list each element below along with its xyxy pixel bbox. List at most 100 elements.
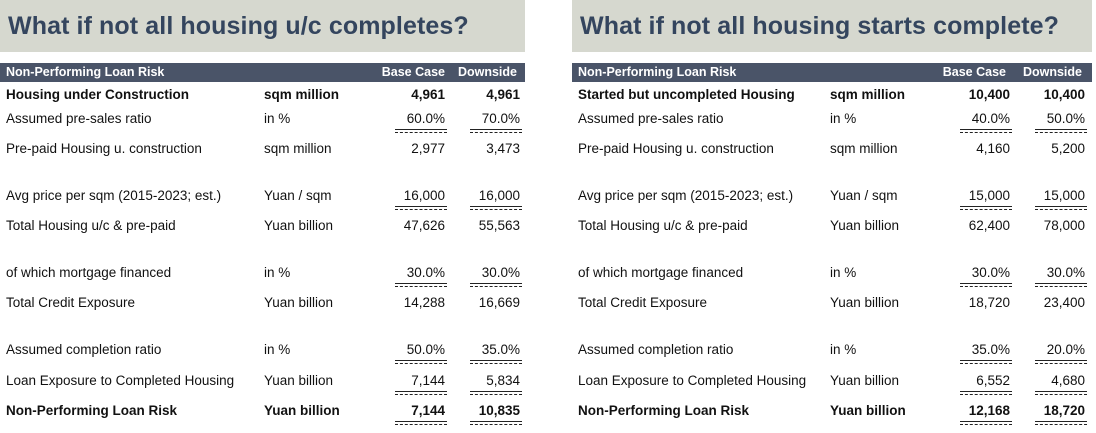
- row-label: Loan Exposure to Completed Housing: [6, 373, 235, 388]
- table-header: Non-Performing Loan Risk Base Case Downs…: [572, 63, 1092, 82]
- row-downside-value: 55,563: [478, 218, 520, 233]
- row-downside-value: 10,400: [1043, 87, 1085, 102]
- row-downside-value: 4,961: [486, 87, 520, 102]
- row-unit: sqm million: [264, 141, 332, 156]
- table-row: of which mortgage financed in % 30.0% 30.0%: [0, 262, 525, 287]
- row-base-case-value: 18,720: [968, 295, 1010, 310]
- row-unit: Yuan billion: [264, 295, 334, 310]
- row-unit: Yuan billion: [830, 218, 900, 233]
- value-underline: [470, 283, 522, 287]
- table-row: Loan Exposure to Completed Housing Yuan b…: [0, 370, 525, 395]
- row-downside-value: 23,400: [1043, 295, 1085, 310]
- row-base-case-value: 30.0%: [406, 265, 445, 280]
- value-underline: [395, 391, 447, 395]
- table-row: Assumed completion ratio in % 35.0% 20.0%: [572, 339, 1092, 364]
- value-underline: [960, 360, 1012, 364]
- value-underline: [395, 283, 447, 287]
- value-underline: [470, 206, 522, 210]
- table-row: Total Credit Exposure Yuan billion 14,288 1…: [0, 292, 525, 314]
- row-unit: Yuan billion: [830, 295, 900, 310]
- table-row: Total Housing u/c & pre-paid Yuan billion…: [572, 215, 1092, 237]
- row-unit: in %: [264, 342, 291, 357]
- row-base-case-value: 7,144: [411, 373, 445, 388]
- row-label: Total Credit Exposure: [578, 295, 708, 310]
- row-unit: Yuan billion: [264, 403, 340, 418]
- row-base-case-value: 14,288: [403, 295, 445, 310]
- row-downside-value: 10,835: [478, 403, 520, 418]
- row-base-case-value: 15,000: [968, 188, 1010, 203]
- row-label: Assumed completion ratio: [6, 342, 162, 357]
- row-base-case-value: 35.0%: [971, 342, 1010, 357]
- row-downside-value: 35.0%: [481, 342, 520, 357]
- panel-title: What if not all housing u/c completes?: [0, 0, 525, 52]
- value-underline: [1035, 391, 1087, 395]
- row-label: Total Housing u/c & pre-paid: [6, 218, 176, 233]
- row-unit: sqm million: [830, 87, 906, 102]
- row-downside-value: 15,000: [1043, 188, 1085, 203]
- value-underline: [470, 360, 522, 364]
- row-unit: in %: [830, 111, 857, 126]
- row-base-case-value: 40.0%: [971, 111, 1010, 126]
- row-label: Housing under Construction: [6, 87, 189, 102]
- row-unit: sqm million: [830, 141, 898, 156]
- row-downside-value: 16,000: [478, 188, 520, 203]
- table-row: Housing under Construction sqm million 4,9…: [0, 84, 525, 106]
- value-underline: [470, 129, 522, 133]
- table-row: Total Housing u/c & pre-paid Yuan billion…: [0, 215, 525, 237]
- row-base-case-value: 60.0%: [406, 111, 445, 126]
- row-label: Non-Performing Loan Risk: [6, 403, 178, 418]
- row-label: Avg price per sqm (2015-2023; est.): [578, 188, 794, 203]
- value-underline: [1035, 129, 1087, 133]
- value-underline: [960, 391, 1012, 395]
- table-row: Pre-paid Housing u. construction sqm mill…: [572, 138, 1092, 160]
- table-row: Loan Exposure to Completed Housing Yuan b…: [572, 370, 1092, 395]
- table-panel-left: What if not all housing u/c completes? N…: [0, 0, 525, 425]
- table-row: Pre-paid Housing u. construction sqm mill…: [0, 138, 525, 160]
- row-unit: Yuan billion: [264, 218, 334, 233]
- row-label: Assumed pre-sales ratio: [578, 111, 724, 126]
- row-base-case-value: 12,168: [968, 403, 1010, 418]
- value-underline: [1035, 283, 1087, 287]
- row-unit: Yuan billion: [264, 373, 334, 388]
- value-underline: [395, 360, 447, 364]
- table-panel-right: What if not all housing starts complete?…: [572, 0, 1092, 425]
- header-base-case: Base Case: [381, 65, 445, 79]
- value-underline: [960, 421, 1012, 425]
- value-underline: [1035, 206, 1087, 210]
- row-unit: Yuan billion: [830, 373, 900, 388]
- row-base-case-value: 50.0%: [406, 342, 445, 357]
- value-underline: [395, 129, 447, 133]
- row-downside-value: 3,473: [486, 141, 520, 156]
- row-label: of which mortgage financed: [6, 265, 172, 280]
- row-downside-value: 16,669: [478, 295, 520, 310]
- row-base-case-value: 30.0%: [971, 265, 1010, 280]
- row-label: Pre-paid Housing u. construction: [6, 141, 202, 156]
- row-unit: Yuan billion: [830, 403, 906, 418]
- row-unit: in %: [264, 111, 291, 126]
- row-label: of which mortgage financed: [578, 265, 744, 280]
- row-base-case-value: 16,000: [403, 188, 445, 203]
- row-downside-value: 50.0%: [1046, 111, 1085, 126]
- row-downside-value: 78,000: [1043, 218, 1085, 233]
- table-row: of which mortgage financed in % 30.0% 30.0%: [572, 262, 1092, 287]
- table-row: Total Credit Exposure Yuan billion 18,720 2…: [572, 292, 1092, 314]
- row-downside-value: 30.0%: [481, 265, 520, 280]
- row-label: Avg price per sqm (2015-2023; est.): [6, 188, 222, 203]
- row-base-case-value: 2,977: [411, 141, 445, 156]
- row-downside-value: 4,680: [1051, 373, 1085, 388]
- row-label: Assumed pre-sales ratio: [6, 111, 152, 126]
- row-downside-value: 5,834: [486, 373, 520, 388]
- row-downside-value: 20.0%: [1046, 342, 1085, 357]
- row-unit: in %: [830, 265, 857, 280]
- table-row: Assumed completion ratio in % 50.0% 35.0%: [0, 339, 525, 364]
- value-underline: [960, 206, 1012, 210]
- table-row: Avg price per sqm (2015-2023; est.) Yuan …: [0, 185, 525, 210]
- row-label: Loan Exposure to Completed Housing: [578, 373, 807, 388]
- value-underline: [1035, 360, 1087, 364]
- value-underline: [395, 206, 447, 210]
- table-header: Non-Performing Loan Risk Base Case Downs…: [0, 63, 525, 82]
- row-unit: sqm million: [264, 87, 340, 102]
- row-label: Assumed completion ratio: [578, 342, 734, 357]
- row-label: Total Housing u/c & pre-paid: [578, 218, 748, 233]
- row-downside-value: 5,200: [1051, 141, 1085, 156]
